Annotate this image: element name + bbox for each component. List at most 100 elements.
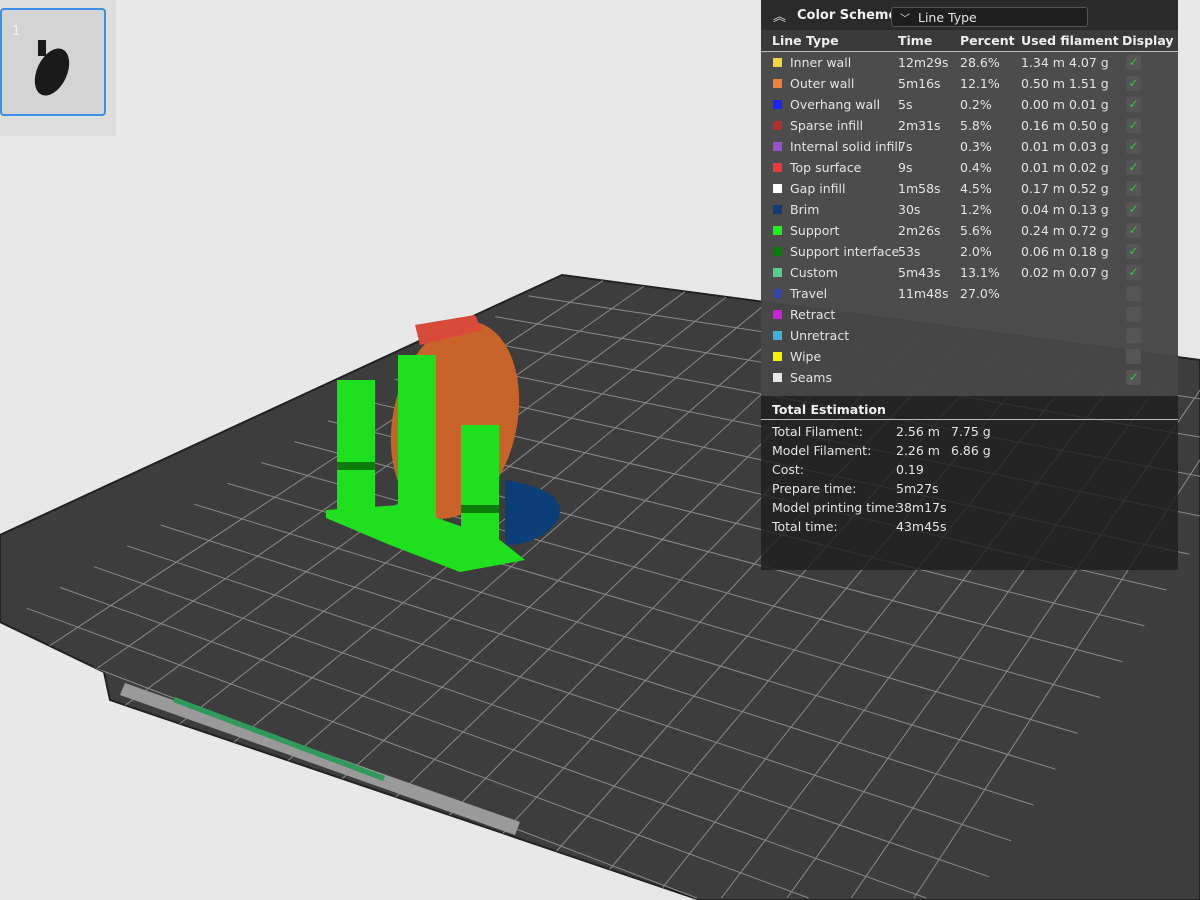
line-type-name: Travel <box>790 286 828 301</box>
legend-row: Overhang wall 5s 0.2% 0.00 m 0.01 g ✓ <box>761 94 1178 115</box>
color-swatch <box>773 163 782 172</box>
used-length: 0.06 m <box>1021 244 1065 259</box>
time: 11m48s <box>898 286 949 301</box>
line-type-name: Brim <box>790 202 820 217</box>
display-checkbox[interactable] <box>1126 286 1141 301</box>
line-type-name: Internal solid infill <box>790 139 902 154</box>
legend-row: Seams ✓ <box>761 367 1178 388</box>
total-row: Total time: 43m45s <box>761 517 1178 536</box>
color-swatch <box>773 205 782 214</box>
legend-row: Unretract <box>761 325 1178 346</box>
line-type-name: Top surface <box>790 160 862 175</box>
plate-qr-strip <box>173 697 385 781</box>
plate-label-strip <box>120 683 520 835</box>
total-label: Total time: <box>772 519 838 534</box>
total-row: Model Filament: 2.26 m 6.86 g <box>761 441 1178 460</box>
color-swatch <box>773 226 782 235</box>
line-type-name: Retract <box>790 307 836 322</box>
time: 5m16s <box>898 76 941 91</box>
legend-row: Support interface 53s 2.0% 0.06 m 0.18 g… <box>761 241 1178 262</box>
color-swatch <box>773 100 782 109</box>
total-value: 2.56 m <box>896 424 940 439</box>
display-checkbox[interactable]: ✓ <box>1126 139 1141 154</box>
color-swatch <box>773 352 782 361</box>
used-weight: 0.18 g <box>1069 244 1109 259</box>
used-length: 0.17 m <box>1021 181 1065 196</box>
display-checkbox[interactable]: ✓ <box>1126 55 1141 70</box>
total-label: Total Filament: <box>772 424 863 439</box>
display-checkbox[interactable]: ✓ <box>1126 202 1141 217</box>
brim <box>505 480 560 545</box>
used-length: 0.02 m <box>1021 265 1065 280</box>
used-length: 1.34 m <box>1021 55 1065 70</box>
percent: 2.0% <box>960 244 992 259</box>
total-estimation-title: Total Estimation <box>761 396 1178 420</box>
percent: 0.3% <box>960 139 992 154</box>
color-swatch <box>773 373 782 382</box>
total-value: 38m17s <box>896 500 947 515</box>
used-length: 0.01 m <box>1021 160 1065 175</box>
percent: 13.1% <box>960 265 1000 280</box>
panel-header: ︽ Color Scheme ﹀ Line Type <box>761 0 1178 30</box>
total-label: Model printing time: <box>772 500 899 515</box>
line-type-name: Unretract <box>790 328 850 343</box>
display-checkbox[interactable]: ✓ <box>1126 181 1141 196</box>
support-pillar-right <box>461 425 499 555</box>
time: 53s <box>898 244 921 259</box>
used-weight: 0.13 g <box>1069 202 1109 217</box>
total-label: Prepare time: <box>772 481 857 496</box>
used-length: 0.24 m <box>1021 223 1065 238</box>
color-swatch <box>773 58 782 67</box>
legend-row: Sparse infill 2m31s 5.8% 0.16 m 0.50 g ✓ <box>761 115 1178 136</box>
legend-header: Line Type Time Percent Used filament Dis… <box>761 30 1178 52</box>
support-pillar-center <box>398 355 436 540</box>
line-type-name: Sparse infill <box>790 118 864 133</box>
percent: 28.6% <box>960 55 1000 70</box>
line-type-name: Custom <box>790 265 838 280</box>
legend-row: Wipe <box>761 346 1178 367</box>
used-weight: 0.52 g <box>1069 181 1109 196</box>
display-checkbox[interactable]: ✓ <box>1126 265 1141 280</box>
display-checkbox[interactable]: ✓ <box>1126 76 1141 91</box>
color-swatch <box>773 121 782 130</box>
used-weight: 0.07 g <box>1069 265 1109 280</box>
display-checkbox[interactable] <box>1126 349 1141 364</box>
grid-line <box>60 587 927 899</box>
percent: 27.0% <box>960 286 1000 301</box>
percent: 5.6% <box>960 223 992 238</box>
total-label: Cost: <box>772 462 805 477</box>
used-length: 0.16 m <box>1021 118 1065 133</box>
line-type-name: Seams <box>790 370 832 385</box>
legend-row: Brim 30s 1.2% 0.04 m 0.13 g ✓ <box>761 199 1178 220</box>
display-checkbox[interactable]: ✓ <box>1126 118 1141 133</box>
percent: 0.4% <box>960 160 992 175</box>
display-checkbox[interactable]: ✓ <box>1126 244 1141 259</box>
time: 5s <box>898 97 913 112</box>
color-swatch <box>773 268 782 277</box>
support-interface <box>337 462 375 470</box>
col-used-filament: Used filament <box>1021 33 1119 48</box>
col-time: Time <box>898 33 933 48</box>
total-value: 5m27s <box>896 481 939 496</box>
legend-panel: ︽ Color Scheme ﹀ Line Type Line Type Tim… <box>761 0 1178 570</box>
total-value-2: 7.75 g <box>951 424 991 439</box>
used-length: 0.00 m <box>1021 97 1065 112</box>
total-value: 2.26 m <box>896 443 940 458</box>
plate-thumbnail[interactable]: 1 <box>0 8 106 116</box>
time: 5m43s <box>898 265 941 280</box>
total-estimation: Total Estimation Total Filament: 2.56 m … <box>761 396 1178 570</box>
color-scheme-select[interactable]: ﹀ Line Type <box>891 7 1088 27</box>
panel-title: Color Scheme <box>797 7 898 23</box>
double-chevron-up-icon[interactable]: ︽ <box>773 9 787 25</box>
display-checkbox[interactable]: ✓ <box>1126 370 1141 385</box>
legend-row: Retract <box>761 304 1178 325</box>
color-swatch <box>773 289 782 298</box>
display-checkbox[interactable]: ✓ <box>1126 160 1141 175</box>
total-value: 0.19 <box>896 462 924 477</box>
display-checkbox[interactable]: ✓ <box>1126 97 1141 112</box>
color-swatch <box>773 247 782 256</box>
display-checkbox[interactable] <box>1126 328 1141 343</box>
legend-row: Top surface 9s 0.4% 0.01 m 0.02 g ✓ <box>761 157 1178 178</box>
display-checkbox[interactable] <box>1126 307 1141 322</box>
display-checkbox[interactable]: ✓ <box>1126 223 1141 238</box>
